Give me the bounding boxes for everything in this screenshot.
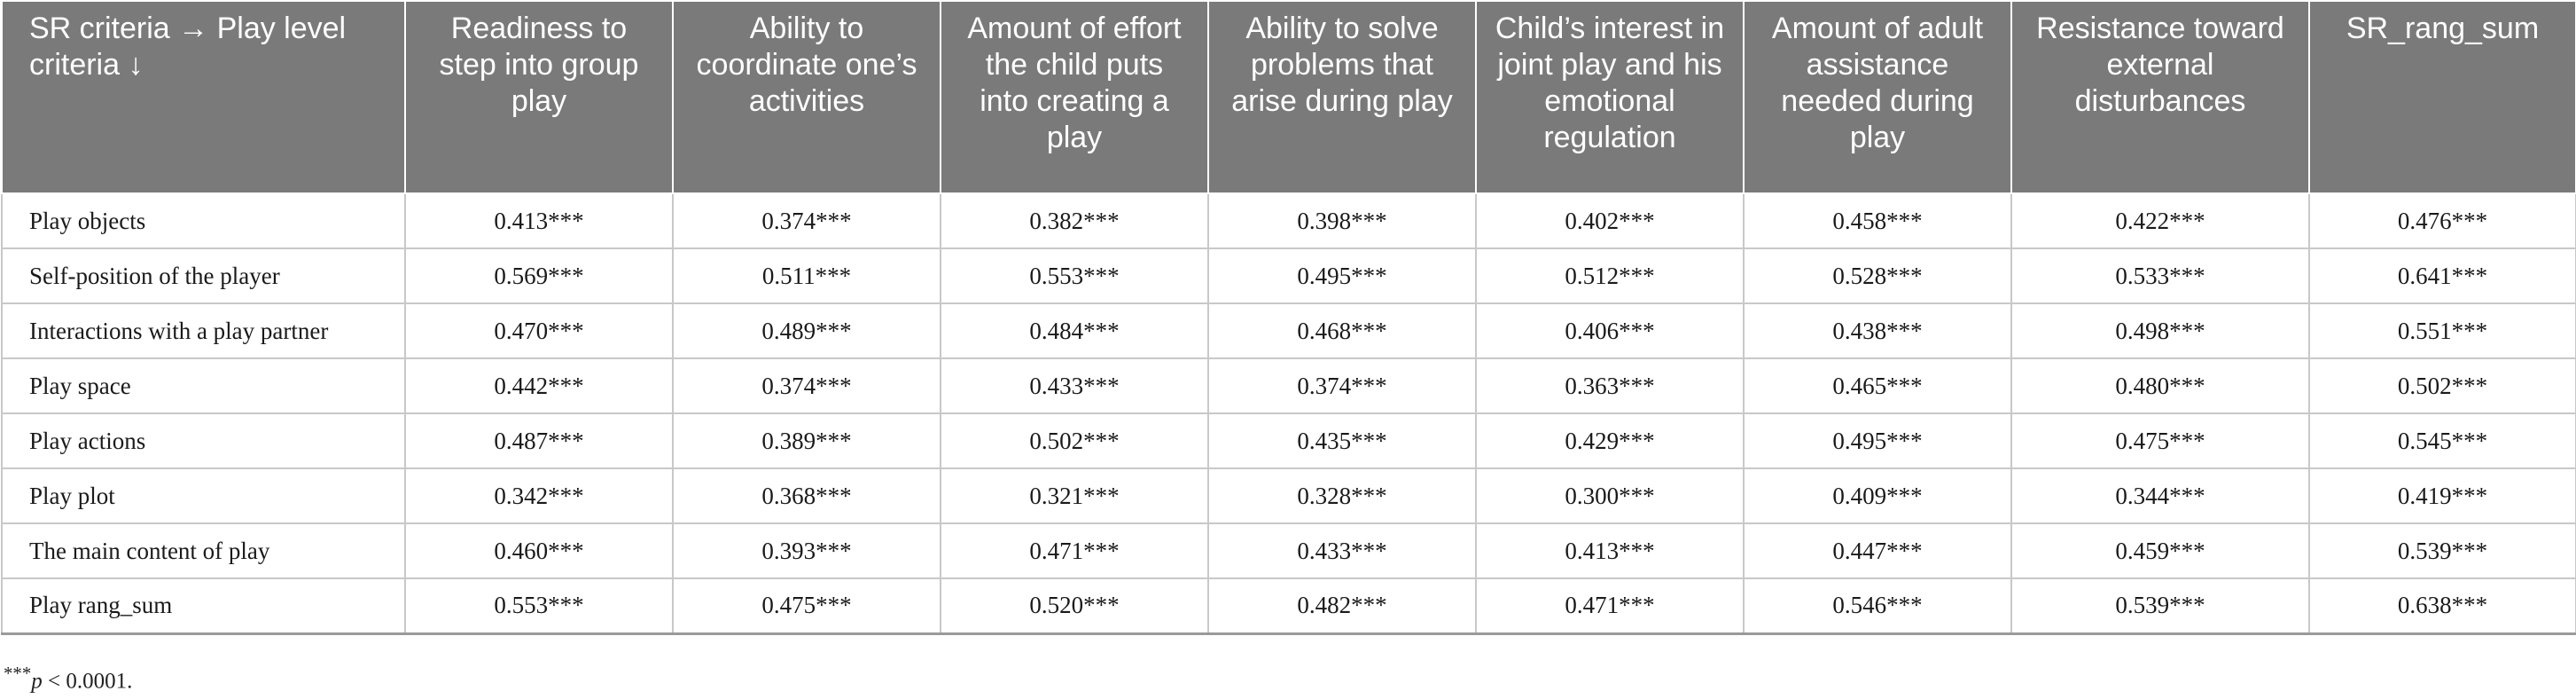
table-cell: 0.398*** xyxy=(1207,192,1477,249)
footnote: ***p < 0.0001. xyxy=(4,663,132,694)
row-label: Self-position of the player xyxy=(1,248,406,304)
row-label: Interactions with a play partner xyxy=(1,303,406,359)
table-cell: 0.553*** xyxy=(940,248,1209,304)
column-header: Resistance toward external disturbances xyxy=(2010,0,2310,194)
table-cell: 0.528*** xyxy=(1743,248,2012,304)
table-cell: 0.553*** xyxy=(404,578,674,634)
row-label: Play objects xyxy=(1,192,406,249)
table-cell: 0.374*** xyxy=(672,192,941,249)
table-cell: 0.470*** xyxy=(404,303,674,359)
footnote-symbol: p xyxy=(31,669,43,694)
footnote-marker: *** xyxy=(4,663,32,684)
table-cell: 0.475*** xyxy=(672,578,941,634)
table-cell: 0.511*** xyxy=(672,248,941,304)
table-cell: 0.458*** xyxy=(1743,192,2012,249)
table-cell: 0.433*** xyxy=(1207,523,1477,579)
table-cell: 0.374*** xyxy=(1207,358,1477,414)
table-cell: 0.447*** xyxy=(1743,523,2012,579)
table-cell: 0.363*** xyxy=(1475,358,1745,414)
table-cell: 0.471*** xyxy=(940,523,1209,579)
table-row: Interactions with a play partner 0.470***… xyxy=(1,303,2576,359)
table-cell: 0.460*** xyxy=(404,523,674,579)
table-cell: 0.546*** xyxy=(1743,578,2012,634)
column-header: Ability to solve problems that arise dur… xyxy=(1207,0,1477,194)
table-cell: 0.465*** xyxy=(1743,358,2012,414)
table-cell: 0.422*** xyxy=(2010,192,2310,249)
row-label: The main content of play xyxy=(1,523,406,579)
row-label: Play space xyxy=(1,358,406,414)
table-cell: 0.569*** xyxy=(404,248,674,304)
table-cell: 0.539*** xyxy=(2308,523,2576,579)
table-cell: 0.539*** xyxy=(2010,578,2310,634)
table-cell: 0.344*** xyxy=(2010,468,2310,524)
table-cell: 0.419*** xyxy=(2308,468,2576,524)
table-cell: 0.545*** xyxy=(2308,413,2576,469)
table-cell: 0.551*** xyxy=(2308,303,2576,359)
table-cell: 0.328*** xyxy=(1207,468,1477,524)
footnote-text: < 0.0001. xyxy=(42,669,133,694)
table-cell: 0.459*** xyxy=(2010,523,2310,579)
table-row: Play plot 0.342*** 0.368*** 0.321*** 0.328**… xyxy=(1,468,2576,524)
corner-header: SR criteria → Play level criteria ↓ xyxy=(1,0,406,194)
table-cell: 0.484*** xyxy=(940,303,1209,359)
table-cell: 0.489*** xyxy=(672,303,941,359)
table-cell: 0.300*** xyxy=(1475,468,1745,524)
header-row: SR criteria → Play level criteria ↓ Read… xyxy=(1,0,2576,194)
table-row: Self-position of the player 0.569*** 0.511… xyxy=(1,248,2576,304)
table-cell: 0.498*** xyxy=(2010,303,2310,359)
column-header: Readiness to step into group play xyxy=(404,0,674,194)
table-body: Play objects 0.413*** 0.374*** 0.382*** 0.39… xyxy=(1,192,2576,634)
table-row: Play rang_sum 0.553*** 0.475*** 0.520*** 0.4… xyxy=(1,578,2576,634)
table-cell: 0.413*** xyxy=(404,192,674,249)
correlation-table-container: SR criteria → Play level criteria ↓ Read… xyxy=(1,0,2576,635)
table-cell: 0.389*** xyxy=(672,413,941,469)
column-header: SR_rang_sum xyxy=(2308,0,2576,194)
table-cell: 0.495*** xyxy=(1743,413,2012,469)
column-header: Amount of effort the child puts into cre… xyxy=(940,0,1209,194)
row-label: Play plot xyxy=(1,468,406,524)
table-cell: 0.429*** xyxy=(1475,413,1745,469)
table-cell: 0.409*** xyxy=(1743,468,2012,524)
table-cell: 0.468*** xyxy=(1207,303,1477,359)
table-cell: 0.442*** xyxy=(404,358,674,414)
table-cell: 0.480*** xyxy=(2010,358,2310,414)
table-cell: 0.533*** xyxy=(2010,248,2310,304)
correlation-table: SR criteria → Play level criteria ↓ Read… xyxy=(1,0,2576,635)
table-cell: 0.475*** xyxy=(2010,413,2310,469)
column-header: Child’s interest in joint play and his e… xyxy=(1475,0,1745,194)
table-cell: 0.471*** xyxy=(1475,578,1745,634)
table-row: The main content of play 0.460*** 0.393***… xyxy=(1,523,2576,579)
table-cell: 0.512*** xyxy=(1475,248,1745,304)
row-label: Play rang_sum xyxy=(1,578,406,634)
table-cell: 0.502*** xyxy=(2308,358,2576,414)
table-cell: 0.374*** xyxy=(672,358,941,414)
column-header: Ability to coordinate one’s activities xyxy=(672,0,941,194)
table-cell: 0.520*** xyxy=(940,578,1209,634)
table-cell: 0.433*** xyxy=(940,358,1209,414)
table-cell: 0.321*** xyxy=(940,468,1209,524)
table-cell: 0.406*** xyxy=(1475,303,1745,359)
table-cell: 0.495*** xyxy=(1207,248,1477,304)
table-cell: 0.482*** xyxy=(1207,578,1477,634)
table-cell: 0.368*** xyxy=(672,468,941,524)
table-row: Play objects 0.413*** 0.374*** 0.382*** 0.39… xyxy=(1,192,2576,249)
table-cell: 0.438*** xyxy=(1743,303,2012,359)
table-row: Play actions 0.487*** 0.389*** 0.502*** 0.43… xyxy=(1,413,2576,469)
row-label: Play actions xyxy=(1,413,406,469)
table-cell: 0.638*** xyxy=(2308,578,2576,634)
column-header: Amount of adult assistance needed during… xyxy=(1743,0,2012,194)
table-cell: 0.342*** xyxy=(404,468,674,524)
table-cell: 0.382*** xyxy=(940,192,1209,249)
table-cell: 0.393*** xyxy=(672,523,941,579)
table-cell: 0.641*** xyxy=(2308,248,2576,304)
table-cell: 0.476*** xyxy=(2308,192,2576,249)
table-row: Play space 0.442*** 0.374*** 0.433*** 0.374*… xyxy=(1,358,2576,414)
table-cell: 0.502*** xyxy=(940,413,1209,469)
table-cell: 0.402*** xyxy=(1475,192,1745,249)
table-cell: 0.487*** xyxy=(404,413,674,469)
table-cell: 0.435*** xyxy=(1207,413,1477,469)
table-cell: 0.413*** xyxy=(1475,523,1745,579)
